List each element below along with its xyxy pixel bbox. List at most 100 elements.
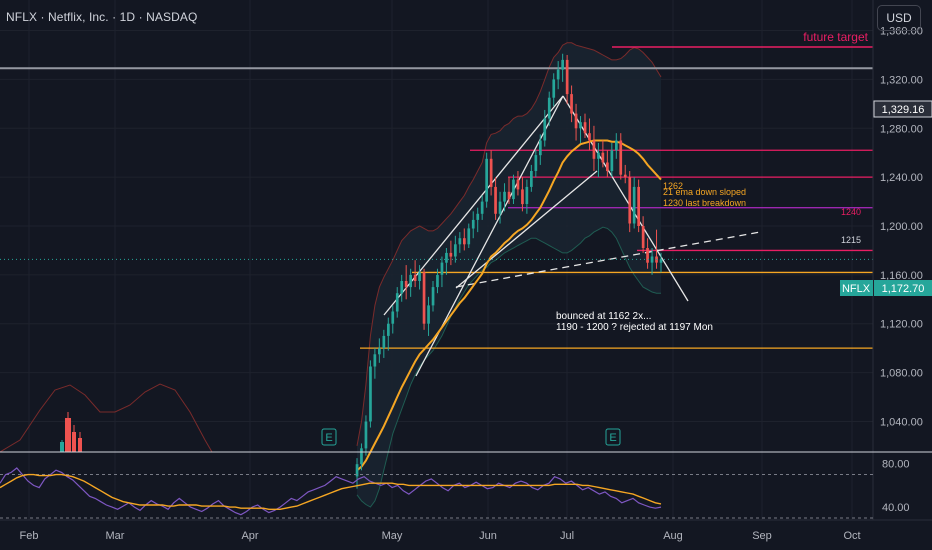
currency-button[interactable]: USD bbox=[877, 5, 921, 31]
price-label-1215: 1215 bbox=[841, 235, 861, 245]
candle-body bbox=[418, 272, 421, 281]
price-tick-label: 1,280.00 bbox=[880, 123, 923, 135]
candle-body bbox=[369, 366, 372, 422]
time-tick-label: Sep bbox=[752, 530, 772, 542]
candle-body bbox=[382, 335, 386, 349]
candle-body bbox=[530, 171, 533, 187]
candle-body bbox=[615, 140, 618, 151]
annotation-future-target: future target bbox=[803, 30, 868, 44]
candle-body bbox=[498, 201, 502, 214]
candle-body bbox=[427, 305, 430, 324]
candle-body bbox=[552, 79, 556, 98]
price-tick-label: 1,240.00 bbox=[880, 172, 923, 184]
candle-body bbox=[485, 158, 488, 202]
rsi-tick-label: 40.00 bbox=[882, 502, 910, 514]
price-label-high: 1,329.16 bbox=[873, 100, 932, 118]
candle-body bbox=[570, 94, 573, 114]
candle-body bbox=[547, 97, 551, 119]
dashed-trend-line[interactable] bbox=[455, 231, 761, 288]
candle-body bbox=[404, 281, 408, 288]
candle-body bbox=[583, 122, 587, 134]
early-candles bbox=[60, 412, 82, 452]
candle-body bbox=[565, 59, 569, 95]
time-tick-label: Oct bbox=[843, 530, 860, 542]
candle-body bbox=[395, 293, 399, 312]
time-tick-label: Mar bbox=[106, 530, 125, 542]
candle-body bbox=[606, 162, 609, 172]
candle-body bbox=[471, 219, 475, 229]
candle-body bbox=[409, 274, 412, 288]
candle-body bbox=[378, 348, 381, 355]
ema21-line bbox=[356, 139, 662, 472]
candle-body bbox=[646, 248, 649, 263]
candle-body bbox=[400, 281, 404, 294]
svg-text:E: E bbox=[325, 432, 332, 444]
ema21-path bbox=[356, 139, 662, 472]
early-bollinger-band bbox=[0, 383, 213, 453]
horizontal-levels bbox=[0, 67, 873, 349]
annotation-rejected: 1190 - 1200 ? rejected at 1197 Mon bbox=[556, 322, 713, 333]
candle-body bbox=[561, 59, 564, 70]
candle-body bbox=[454, 244, 457, 257]
time-axis[interactable]: Feb Mar Apr May Jun Jul Aug Sep Oct bbox=[20, 530, 861, 542]
candle-body bbox=[494, 186, 497, 214]
annotations: future target 1262 21 ema down sloped 12… bbox=[556, 30, 873, 333]
candle-body bbox=[641, 226, 645, 248]
candle-body bbox=[521, 189, 524, 205]
price-tick-label: 1,120.00 bbox=[880, 319, 923, 331]
candle-body bbox=[601, 152, 605, 163]
last-price-label: 1,172.70 bbox=[874, 280, 932, 296]
price-tick-label: 1,320.00 bbox=[880, 74, 923, 86]
bollinger-band-lines bbox=[356, 42, 662, 508]
price-tick-label: 1,080.00 bbox=[880, 368, 923, 380]
svg-text:1,329.16: 1,329.16 bbox=[882, 104, 925, 116]
candle-body bbox=[440, 262, 444, 275]
candle-body bbox=[507, 191, 511, 200]
candle-body bbox=[579, 122, 582, 129]
candle-body bbox=[489, 158, 493, 187]
candle-body bbox=[364, 421, 368, 449]
vertical-grid bbox=[28, 0, 853, 520]
candle-body bbox=[534, 155, 538, 171]
candle-body bbox=[449, 252, 453, 257]
annotation-bounced: bounced at 1162 2x... bbox=[556, 311, 651, 322]
candle-body bbox=[516, 179, 520, 190]
price-tick-label: 1,160.00 bbox=[880, 270, 923, 282]
time-tick-label: Aug bbox=[663, 530, 683, 542]
candle-body bbox=[525, 186, 529, 204]
symbol-title[interactable]: NFLX · Netflix, Inc. · 1D · NASDAQ bbox=[6, 10, 198, 24]
annotation-last-breakdown: 1230 last breakdown bbox=[663, 198, 746, 208]
inner-channel-line[interactable] bbox=[455, 170, 598, 289]
candle-body bbox=[360, 448, 363, 465]
annotation-1262: 1262 bbox=[663, 181, 683, 191]
candle-body bbox=[413, 274, 417, 281]
rsi-tick-label: 80.00 bbox=[882, 459, 910, 471]
candle-body bbox=[422, 272, 426, 324]
bollinger-band-fill bbox=[357, 42, 661, 508]
rsi-ma-line bbox=[0, 473, 662, 510]
candle-body bbox=[574, 113, 578, 129]
candle-body bbox=[391, 311, 395, 324]
candle-body bbox=[592, 140, 596, 159]
candle-body bbox=[512, 179, 515, 200]
bollinger-upper-line bbox=[356, 42, 662, 446]
svg-text:1,172.70: 1,172.70 bbox=[882, 283, 925, 295]
rsi-axis-ticks: 40.00 80.00 bbox=[882, 459, 910, 514]
candle-body bbox=[623, 174, 627, 178]
time-tick-label: Jul bbox=[560, 530, 574, 542]
svg-text:1215: 1215 bbox=[841, 235, 861, 245]
earnings-marker[interactable]: E bbox=[605, 428, 621, 446]
candle-body bbox=[543, 118, 547, 141]
time-tick-label: Jun bbox=[479, 530, 497, 542]
price-axis[interactable] bbox=[873, 0, 932, 452]
candle-body bbox=[436, 274, 439, 288]
candle-body bbox=[588, 133, 591, 141]
candle-body bbox=[503, 191, 506, 202]
time-tick-label: May bbox=[382, 530, 403, 542]
candle-body bbox=[539, 140, 542, 156]
candle-body bbox=[628, 177, 632, 224]
earnings-marker[interactable]: E bbox=[321, 428, 337, 446]
candle-body bbox=[431, 287, 435, 306]
price-grid bbox=[0, 30, 873, 422]
